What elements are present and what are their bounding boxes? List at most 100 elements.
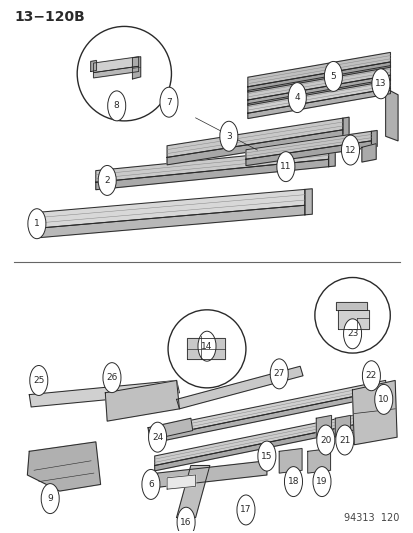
Ellipse shape xyxy=(343,319,361,349)
Polygon shape xyxy=(247,79,389,113)
Text: 14: 14 xyxy=(201,342,212,351)
Text: 19: 19 xyxy=(316,477,327,486)
Text: 9: 9 xyxy=(47,494,53,503)
Polygon shape xyxy=(27,442,100,491)
Ellipse shape xyxy=(335,425,353,455)
Polygon shape xyxy=(148,418,192,440)
Polygon shape xyxy=(157,461,266,487)
Text: 21: 21 xyxy=(338,435,350,445)
Polygon shape xyxy=(385,408,389,424)
Ellipse shape xyxy=(371,69,389,99)
Ellipse shape xyxy=(314,278,389,353)
Polygon shape xyxy=(176,465,209,518)
Text: 4: 4 xyxy=(294,93,299,102)
Text: 27: 27 xyxy=(273,369,284,378)
Text: 18: 18 xyxy=(287,477,299,486)
Ellipse shape xyxy=(341,135,358,165)
Text: 25: 25 xyxy=(33,376,44,385)
Polygon shape xyxy=(95,159,328,190)
Ellipse shape xyxy=(236,495,254,525)
Ellipse shape xyxy=(219,122,237,151)
Text: 20: 20 xyxy=(319,435,331,445)
Ellipse shape xyxy=(107,91,126,121)
Text: 16: 16 xyxy=(180,518,191,527)
Polygon shape xyxy=(337,310,368,328)
Text: 5: 5 xyxy=(330,72,335,81)
Polygon shape xyxy=(278,448,301,473)
Ellipse shape xyxy=(287,83,306,112)
Polygon shape xyxy=(154,381,385,437)
Polygon shape xyxy=(247,88,389,118)
Polygon shape xyxy=(186,338,225,359)
Polygon shape xyxy=(93,66,138,78)
Polygon shape xyxy=(247,66,389,100)
Ellipse shape xyxy=(30,366,47,395)
Text: 23: 23 xyxy=(346,329,357,338)
Ellipse shape xyxy=(197,331,216,361)
Text: 12: 12 xyxy=(344,146,355,155)
Text: 8: 8 xyxy=(114,101,119,110)
Polygon shape xyxy=(361,143,375,162)
Text: 15: 15 xyxy=(261,451,272,461)
Polygon shape xyxy=(245,141,370,166)
Polygon shape xyxy=(95,148,328,182)
Text: 13−120B: 13−120B xyxy=(14,10,85,24)
Ellipse shape xyxy=(312,466,330,497)
Ellipse shape xyxy=(148,422,166,452)
Ellipse shape xyxy=(284,466,302,497)
Ellipse shape xyxy=(270,359,287,389)
Ellipse shape xyxy=(324,61,342,91)
Polygon shape xyxy=(90,60,96,71)
Polygon shape xyxy=(351,381,396,445)
Polygon shape xyxy=(342,117,348,137)
Ellipse shape xyxy=(257,441,275,471)
Ellipse shape xyxy=(98,165,116,196)
Polygon shape xyxy=(245,131,370,159)
Polygon shape xyxy=(247,52,389,87)
Polygon shape xyxy=(154,409,385,465)
Ellipse shape xyxy=(168,310,245,388)
Polygon shape xyxy=(93,56,138,72)
Text: 22: 22 xyxy=(365,372,376,380)
Polygon shape xyxy=(304,189,311,215)
Text: 7: 7 xyxy=(166,98,171,107)
Text: 17: 17 xyxy=(240,505,251,514)
Polygon shape xyxy=(335,415,350,437)
Ellipse shape xyxy=(316,425,334,455)
Ellipse shape xyxy=(177,507,195,533)
Polygon shape xyxy=(316,415,331,437)
Polygon shape xyxy=(335,302,366,310)
Polygon shape xyxy=(176,366,302,409)
Ellipse shape xyxy=(276,152,294,182)
Polygon shape xyxy=(370,131,376,147)
Ellipse shape xyxy=(77,27,171,121)
Polygon shape xyxy=(167,130,342,165)
Polygon shape xyxy=(29,381,179,407)
Polygon shape xyxy=(247,75,389,106)
Text: 11: 11 xyxy=(280,162,291,171)
Polygon shape xyxy=(105,381,179,421)
Polygon shape xyxy=(328,147,335,167)
Text: 3: 3 xyxy=(225,132,231,141)
Ellipse shape xyxy=(41,483,59,514)
Polygon shape xyxy=(385,88,397,141)
Text: 13: 13 xyxy=(374,79,386,88)
Ellipse shape xyxy=(361,361,380,391)
Ellipse shape xyxy=(28,209,46,239)
Text: 10: 10 xyxy=(377,395,389,404)
Text: 24: 24 xyxy=(152,433,163,442)
Ellipse shape xyxy=(103,362,121,393)
Polygon shape xyxy=(154,418,385,471)
Text: 94313  120: 94313 120 xyxy=(344,513,399,523)
Ellipse shape xyxy=(374,384,392,414)
Polygon shape xyxy=(167,475,195,489)
Polygon shape xyxy=(167,118,342,157)
Polygon shape xyxy=(37,189,304,228)
Polygon shape xyxy=(132,56,140,79)
Polygon shape xyxy=(154,390,385,442)
Ellipse shape xyxy=(142,470,159,499)
Polygon shape xyxy=(307,448,330,473)
Ellipse shape xyxy=(159,87,178,117)
Text: 6: 6 xyxy=(148,480,154,489)
Text: 1: 1 xyxy=(34,219,40,228)
